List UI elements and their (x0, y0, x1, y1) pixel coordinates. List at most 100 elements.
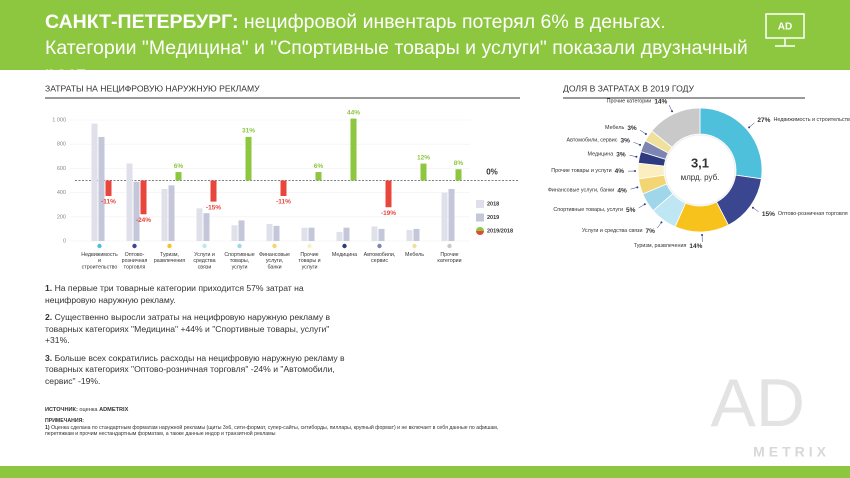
slice-value: 5% (626, 207, 636, 214)
category-icon (307, 243, 312, 249)
donut-label: 15% Оптово-розничная торговля (762, 211, 848, 218)
slice-name: Автомобили, сервис (567, 138, 618, 144)
bar (203, 213, 210, 241)
leader-line (629, 155, 637, 157)
y-tick-label: 0 (63, 238, 66, 244)
slice-value: 7% (646, 228, 656, 235)
slice-name: Прочие категории (607, 99, 652, 105)
footer-band (0, 466, 850, 478)
category-icon (97, 243, 102, 249)
x-tick-label: Туризм, развлечения (154, 252, 185, 264)
change-label: -15% (206, 204, 221, 211)
leader-line (752, 207, 759, 212)
finding-text: Больше всех сократились расходы на нециф… (45, 352, 345, 386)
label-line: категории (437, 259, 461, 265)
x-tick-label: Услуги и средства связи (193, 252, 215, 270)
slice-value: 4% (617, 187, 627, 194)
x-tick-label: Прочие товары и услуги (298, 252, 320, 270)
finding: 1. На первые три товарные категории прих… (45, 283, 345, 306)
x-tick-label: Оптово-розничная торговля (122, 252, 148, 270)
label-line: Прочие (440, 252, 458, 258)
bar (371, 226, 378, 241)
header-title: САНКТ-ПЕТЕРБУРГ: нецифровой инвентарь по… (45, 9, 755, 87)
bar (308, 227, 315, 241)
leader-line (657, 222, 662, 229)
donut-label: Спортивные товары, услуги 5% (553, 207, 635, 214)
slice-name: Медицина (588, 152, 614, 158)
finding-text: На первые три товарные категории приходи… (45, 283, 304, 305)
bar (133, 181, 140, 241)
label-line: развлечения (154, 259, 185, 265)
change-bar (420, 163, 427, 181)
label-line: Недвижимость (81, 252, 118, 258)
donut-label: Медицина 3% (588, 151, 626, 158)
logo: AD (765, 13, 805, 47)
category-icon (167, 243, 172, 249)
y2-tick-label: 0% (486, 168, 498, 177)
category-icon (447, 243, 452, 249)
label-line: Спортивные (224, 252, 254, 258)
legend-swatch (476, 213, 484, 222)
x-tick-label: Недвижимость и строительство (81, 252, 118, 270)
leader-line (668, 104, 673, 112)
category-icon (342, 243, 347, 249)
x-tick-label: Спортивные товары, услуги (224, 252, 254, 270)
y-tick-label: 200 (57, 214, 66, 220)
label-line: сервис (371, 259, 388, 265)
center-label: млрд. руб. (681, 173, 720, 182)
slice-value: 3% (627, 125, 637, 132)
slice-name: Мебель (605, 125, 624, 131)
change-bar (455, 169, 462, 181)
y-tick-label: 1 000 (52, 117, 66, 123)
bar-chart-title: ЗАТРАТЫ НА НЕЦИФРОВУЮ НАРУЖНУЮ РЕКЛАМУ (45, 83, 260, 93)
donut-label: 27% Недвижимость и строительство (757, 117, 850, 124)
legend-swatch (476, 227, 484, 231)
change-bar (210, 180, 217, 202)
category-icon (272, 243, 277, 249)
change-bar (140, 180, 147, 215)
label-line: товары, (230, 259, 249, 265)
notes-label: ПРИМЕЧАНИЯ: (45, 418, 85, 424)
label-line: услуги (232, 265, 248, 271)
finding-number: 1. (45, 283, 53, 293)
slice-value: 14% (654, 98, 667, 105)
finding-number: 2. (45, 312, 53, 322)
label-line: связи (198, 265, 212, 271)
change-label: 44% (347, 109, 360, 116)
bar (126, 163, 133, 241)
header: САНКТ-ПЕТЕРБУРГ: нецифровой инвентарь по… (0, 0, 850, 85)
leader-line (639, 129, 647, 135)
bar (273, 225, 280, 241)
change-bar (280, 180, 287, 196)
center-value: 3,1 (691, 155, 709, 170)
y-tick-label: 400 (57, 190, 66, 196)
label-line: Автомобили, (364, 252, 396, 258)
leader-line (638, 204, 645, 209)
pie-chart-title: ДОЛЯ В ЗАТРАТАХ В 2019 ГОДУ (563, 83, 695, 93)
bar (413, 228, 420, 241)
label-line: товары и (298, 259, 320, 265)
bar (336, 231, 343, 241)
slice-value: 4% (615, 168, 625, 175)
legend-swatch (476, 200, 484, 208)
bar (238, 220, 245, 241)
leader-line (633, 141, 641, 146)
change-bar (315, 172, 322, 181)
donut-slice (651, 107, 701, 148)
bar (231, 225, 238, 241)
donut-label: Финансовые услуги, банки 4% (548, 187, 627, 194)
slice-value: 14% (689, 243, 702, 250)
donut-label: Прочие товары и услуги 4% (551, 168, 624, 175)
label-line: Мебель (405, 252, 424, 258)
bar (168, 185, 175, 241)
slice-name: Финансовые услуги, банки (548, 188, 615, 194)
label-line: розничная (122, 259, 148, 265)
change-bar (350, 118, 357, 181)
bar (266, 224, 273, 241)
change-label: -19% (381, 210, 396, 217)
leader-line (630, 187, 638, 190)
y-tick-label: 600 (57, 166, 66, 172)
logo-text: AD (778, 22, 792, 33)
change-bar (175, 172, 182, 181)
